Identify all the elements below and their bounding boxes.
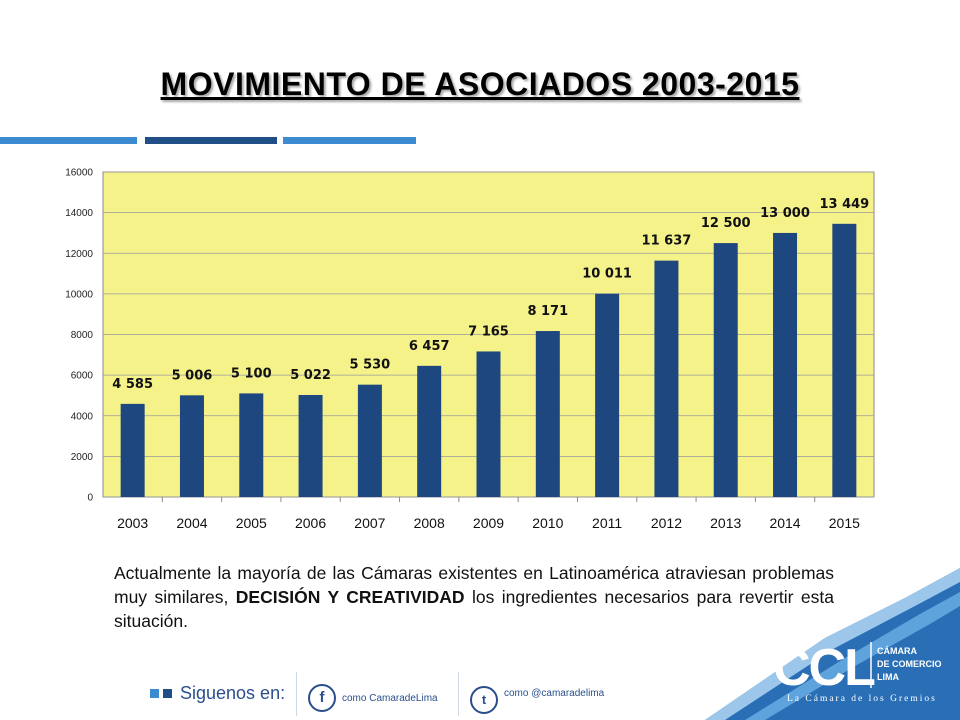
data-label: 13 000: [760, 206, 810, 221]
x-tick-label: 2013: [710, 515, 741, 531]
bar: [120, 403, 145, 497]
bar: [832, 223, 857, 497]
y-tick-label: 16000: [65, 168, 93, 179]
follow-label: Siguenos en:: [180, 683, 286, 703]
x-tick-label: 2005: [236, 515, 267, 531]
twitter-icon[interactable]: t: [470, 686, 498, 714]
data-label: 4 585: [112, 377, 153, 392]
x-tick-label: 2003: [117, 515, 148, 531]
data-label: 5 530: [350, 358, 391, 373]
x-tick-label: 2004: [176, 515, 207, 531]
logo-line1: CÁMARA: [877, 646, 917, 656]
square-icon: [163, 689, 172, 698]
y-tick-label: 12000: [65, 249, 93, 260]
data-label: 7 165: [468, 324, 509, 339]
slide-title: MOVIMIENTO DE ASOCIADOS 2003-2015: [160, 66, 800, 102]
y-tick-label: 2000: [71, 452, 94, 463]
logo-acronym: CCL: [773, 639, 875, 697]
data-label: 12 500: [701, 216, 751, 231]
paragraph-text: Actualmente la mayoría de las Cámaras ex…: [114, 563, 834, 607]
y-tick-label: 8000: [71, 330, 94, 341]
facebook-icon[interactable]: f: [308, 684, 336, 712]
y-tick-label: 10000: [65, 289, 93, 300]
logo-stripe: [705, 568, 960, 720]
y-tick-label: 14000: [65, 208, 93, 219]
bar: [773, 232, 798, 497]
bar: [535, 331, 560, 497]
x-tick-label: 2014: [769, 515, 800, 531]
data-label: 8 171: [527, 304, 568, 319]
divider: [458, 672, 459, 716]
decorative-bar: [0, 137, 137, 144]
x-tick-label: 2015: [829, 515, 860, 531]
x-tick-label: 2011: [592, 515, 622, 531]
facebook-text[interactable]: como CamaradeLima: [342, 693, 438, 704]
bar: [713, 243, 738, 497]
bar: [595, 293, 620, 497]
bar: [179, 395, 204, 497]
data-label: 6 457: [409, 339, 450, 354]
x-tick-label: 2008: [414, 515, 445, 531]
bar: [417, 365, 442, 497]
twitter-text[interactable]: como @camaradelima: [504, 688, 605, 699]
logo-tagline: La Cámara de los Gremios: [787, 694, 937, 704]
paragraph-text-end: los ingredientes necesarios para reverti…: [114, 587, 834, 631]
bar: [654, 260, 679, 497]
data-label: 5 100: [231, 366, 272, 381]
square-icon: [150, 689, 159, 698]
data-label: 5 022: [290, 368, 331, 383]
decorative-bar: [145, 137, 277, 144]
bar-chart: 0 2000 4000 6000 8000 10000 12000 14000 16000 20…: [65, 168, 875, 531]
x-tick-label: 2006: [295, 515, 326, 531]
bar: [239, 393, 264, 497]
y-tick-label: 0: [87, 493, 93, 504]
description-paragraph: Actualmente la mayoría de las Cámaras ex…: [114, 561, 834, 633]
x-tick-label: 2007: [354, 515, 385, 531]
x-tick-label: 2010: [532, 515, 563, 531]
logo-line2: DE COMERCIO: [877, 659, 942, 669]
decorative-bar: [283, 137, 416, 144]
x-tick-label: 2009: [473, 515, 504, 531]
bar: [298, 394, 323, 497]
paragraph-bold-text: DECISIÓN Y CREATIVIDAD: [235, 587, 465, 607]
logo-line3: LIMA: [877, 672, 899, 682]
x-tick-label: 2012: [651, 515, 682, 531]
y-tick-label: 6000: [71, 371, 94, 382]
divider: [296, 672, 297, 716]
data-label: 10 011: [582, 267, 632, 282]
data-label: 5 006: [172, 368, 213, 383]
data-label: 11 637: [642, 234, 692, 249]
logo-stripe: [745, 592, 960, 720]
ccl-logo: CCL CÁMARA DE COMERCIO LIMA La Cámara de…: [705, 568, 960, 720]
bar: [476, 351, 501, 497]
data-label: 13 449: [819, 197, 869, 212]
y-tick-label: 4000: [71, 411, 94, 422]
bar: [357, 384, 382, 497]
